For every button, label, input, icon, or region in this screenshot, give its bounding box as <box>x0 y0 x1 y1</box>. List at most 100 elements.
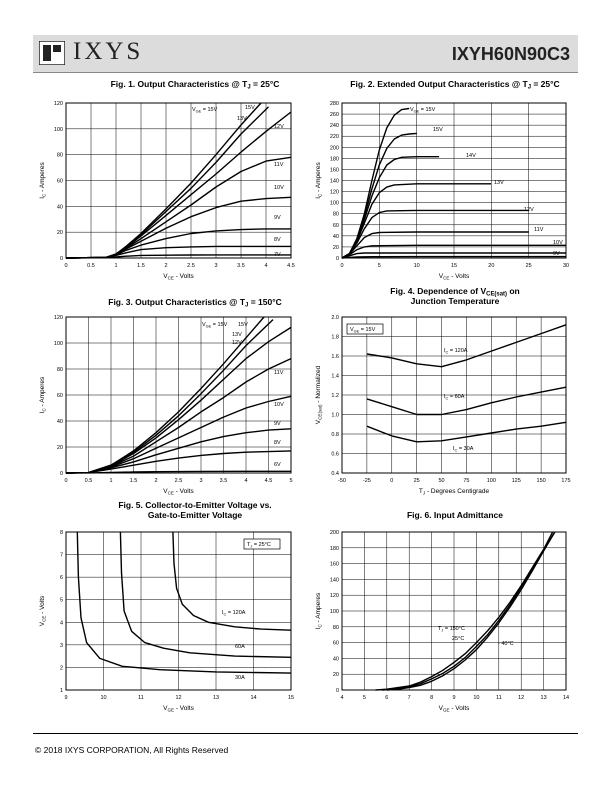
x-axis-label: TJ - Degrees Centigrade <box>419 488 490 496</box>
chart-title-line2: Junction Temperature <box>411 296 500 306</box>
chart-title: Fig. 3. Output Characteristics @ TJ = 15… <box>108 297 282 309</box>
series-line <box>382 531 556 691</box>
x-tick-label: 11 <box>496 695 502 701</box>
y-tick-label: 20 <box>57 230 63 236</box>
x-tick-label: 3.5 <box>220 478 228 484</box>
series-line <box>65 245 291 259</box>
y-tick-label: 40 <box>57 204 63 210</box>
y-axis-label: IC - Amperes <box>315 592 323 629</box>
y-tick-label: 140 <box>330 577 339 583</box>
chart-title: Fig. 5. Collector-to-Emitter Voltage vs. <box>118 500 271 510</box>
chart-fig5: Fig. 5. Collector-to-Emitter Voltage vs.… <box>39 500 294 713</box>
x-tick-label: 20 <box>488 263 494 269</box>
y-tick-label: 100 <box>54 127 63 133</box>
x-tick-label: 75 <box>463 478 469 484</box>
x-tick-label: 2.5 <box>187 263 195 269</box>
x-tick-label: -50 <box>338 478 346 484</box>
x-tick-label: 0 <box>340 263 343 269</box>
x-tick-label: 0.5 <box>87 263 95 269</box>
x-tick-label: 0 <box>64 478 67 484</box>
series-line <box>65 106 269 259</box>
y-tick-label: 40 <box>333 656 339 662</box>
y-tick-label: 0.4 <box>331 471 339 477</box>
y-tick-label: 1.0 <box>331 413 339 419</box>
plot-frame <box>341 531 567 691</box>
x-tick-label: 3.5 <box>237 263 245 269</box>
x-tick-label: 0 <box>64 263 67 269</box>
ixys-logo-icon <box>38 40 66 66</box>
y-tick-label: 100 <box>330 201 339 207</box>
y-tick-label: 0 <box>336 688 339 694</box>
x-tick-label: 30 <box>563 263 569 269</box>
y-tick-label: 0 <box>60 471 63 477</box>
series-label: 14V <box>466 153 476 159</box>
y-tick-label: 160 <box>330 167 339 173</box>
annotation-text: TJ = 25°C <box>247 542 271 549</box>
x-tick-label: 7 <box>408 695 411 701</box>
x-axis-label: VCE - Volts <box>163 273 194 281</box>
series-label: 10V <box>274 402 284 408</box>
chart-title: Fig. 1. Output Characteristics @ TJ = 25… <box>111 79 280 91</box>
plot-frame <box>341 316 567 474</box>
y-tick-label: 1 <box>60 688 63 694</box>
x-tick-label: 6 <box>385 695 388 701</box>
x-tick-label: 1 <box>114 263 117 269</box>
plot-frame <box>65 102 292 259</box>
chart-title-line2: Gate-to-Emitter Voltage <box>148 510 243 520</box>
series-label: 60A <box>235 644 245 650</box>
x-tick-label: 3 <box>199 478 202 484</box>
y-tick-label: 120 <box>54 101 63 107</box>
series-line <box>65 450 292 474</box>
y-tick-label: 20 <box>333 245 339 251</box>
series-line <box>172 531 292 631</box>
y-tick-label: 2 <box>60 665 63 671</box>
series-label: 12V <box>274 124 284 130</box>
series-line <box>65 156 292 259</box>
x-tick-label: 5 <box>378 263 381 269</box>
y-tick-label: 1.8 <box>331 335 339 341</box>
series-line <box>65 428 292 474</box>
series-line <box>341 231 529 259</box>
y-tick-label: 0 <box>336 256 339 262</box>
x-tick-label: 14 <box>563 695 569 701</box>
x-tick-label: 25 <box>526 263 532 269</box>
series-label: IC = 60A <box>444 394 465 401</box>
series-line <box>375 531 554 691</box>
brand-name: IXYS <box>73 38 144 65</box>
y-tick-label: 60 <box>57 179 63 185</box>
y-tick-label: 7 <box>60 553 63 559</box>
chart-title: Fig. 2. Extended Output Characteristics … <box>350 79 559 91</box>
series-label: 10V <box>553 240 563 246</box>
x-tick-label: 15 <box>451 263 457 269</box>
series-label: 9V <box>274 215 281 221</box>
y-tick-label: 120 <box>330 190 339 196</box>
series-label: 15V <box>433 127 443 133</box>
x-tick-label: 1.5 <box>130 478 138 484</box>
y-tick-label: 6 <box>60 575 63 581</box>
series-label: IC = 120A <box>444 348 468 355</box>
y-tick-label: 120 <box>330 593 339 599</box>
series-label: 13V <box>237 116 247 122</box>
y-tick-label: 100 <box>330 609 339 615</box>
y-tick-label: 1.2 <box>331 393 339 399</box>
x-tick-label: 4 <box>264 263 267 269</box>
x-tick-label: 2 <box>154 478 157 484</box>
y-axis-label: IC - Amperes <box>39 376 47 413</box>
series-line <box>65 470 291 474</box>
series-line <box>65 254 291 259</box>
y-tick-label: 3 <box>60 643 63 649</box>
y-tick-label: 140 <box>330 179 339 185</box>
y-axis-label: VCE(sat) - Normalized <box>315 365 323 424</box>
series-label: 8V <box>274 237 281 243</box>
series-label: 13V <box>232 332 242 338</box>
y-tick-label: 0.8 <box>331 432 339 438</box>
series-label: 6V <box>274 462 281 468</box>
y-tick-label: 0 <box>60 256 63 262</box>
x-tick-label: 10 <box>100 695 106 701</box>
series-label: TJ = 150°C <box>438 626 465 633</box>
y-tick-label: 5 <box>60 598 63 604</box>
x-tick-label: 12 <box>175 695 181 701</box>
y-tick-label: 240 <box>330 123 339 129</box>
annotation-box <box>243 538 281 550</box>
